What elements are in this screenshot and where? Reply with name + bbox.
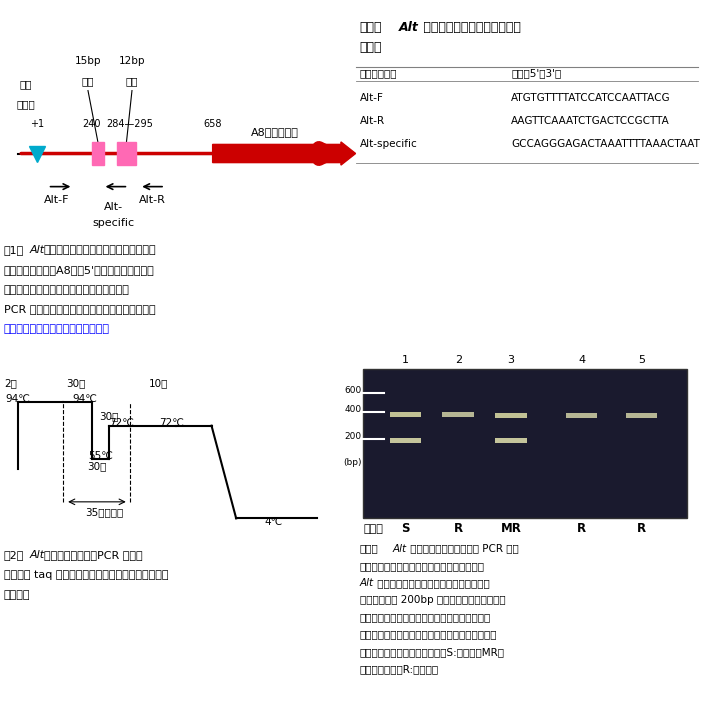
Text: 55℃: 55℃ <box>88 451 113 461</box>
Text: Alt-specific: Alt-specific <box>360 139 417 149</box>
Text: 72℃: 72℃ <box>159 418 183 428</box>
Text: を検出するためのプライマー: を検出するためのプライマー <box>419 21 522 34</box>
Text: 4: 4 <box>578 355 585 365</box>
Text: を持つ罹病性品種のみで得られる増幅産: を持つ罹病性品種のみで得られる増幅産 <box>374 578 490 588</box>
Text: 30秒: 30秒 <box>87 461 106 471</box>
Text: Alt: Alt <box>398 21 418 34</box>
Text: R: R <box>577 522 586 535</box>
Text: 座乗領域中に存在する病害抵抗性遺伝: 座乗領域中に存在する病害抵抗性遺伝 <box>44 245 157 255</box>
Text: 240: 240 <box>82 119 101 129</box>
Text: 284—295: 284—295 <box>106 119 154 129</box>
Text: 94℃: 94℃ <box>72 395 97 405</box>
Text: 3: 3 <box>508 355 515 365</box>
Text: 4℃: 4℃ <box>264 517 283 527</box>
Bar <box>363 369 687 518</box>
Bar <box>566 413 598 418</box>
Text: 30秒: 30秒 <box>99 411 119 421</box>
Text: Alt-: Alt- <box>104 202 123 212</box>
Text: Alt: Alt <box>30 245 44 255</box>
Text: MR: MR <box>501 522 522 535</box>
Text: PCR で多型を検出するためのプライマーを設計: PCR で多型を検出するためのプライマーを設計 <box>4 305 155 315</box>
Text: specific: specific <box>92 218 135 228</box>
Text: 物のバンドが 200bp 付近に認められる。１：: 物のバンドが 200bp 付近に認められる。１： <box>360 595 505 606</box>
Bar <box>389 412 422 417</box>
Bar <box>117 142 135 165</box>
Bar <box>443 412 474 417</box>
Text: Alt-F: Alt-F <box>44 195 70 205</box>
Text: 72℃: 72℃ <box>109 418 134 428</box>
Text: 「スターキングデリシャス」、２：「紅玉」、: 「スターキングデリシャス」、２：「紅玉」、 <box>360 613 491 622</box>
Text: R: R <box>454 522 462 535</box>
Text: 開始点: 開始点 <box>16 99 35 109</box>
Text: 658: 658 <box>203 119 222 129</box>
Text: 図1: 図1 <box>4 245 24 255</box>
Text: 94℃: 94℃ <box>6 395 30 405</box>
Text: 2: 2 <box>455 355 462 365</box>
Bar <box>92 142 104 165</box>
Text: 5: 5 <box>638 355 645 365</box>
Text: (bp): (bp) <box>343 459 362 467</box>
Text: プライマー名: プライマー名 <box>360 68 397 78</box>
Text: 挿入: 挿入 <box>125 76 138 86</box>
Bar <box>389 438 422 443</box>
Text: 図2: 図2 <box>4 550 24 560</box>
Text: 産物のアガロースゲル電気泳動による検出。: 産物のアガロースゲル電気泳動による検出。 <box>360 561 484 571</box>
Text: Alt-R: Alt-R <box>139 195 166 205</box>
Text: GCCAGGGAGACTAAATTTTAAACTAAT: GCCAGGGAGACTAAATTTTAAACTAAT <box>511 139 700 149</box>
Text: 使用する taq 酵素に応じて適宜、条件の改変を行う: 使用する taq 酵素に応じて適宜、条件の改変を行う <box>4 570 168 580</box>
Bar <box>626 413 658 418</box>
Text: 400: 400 <box>344 405 362 415</box>
Text: R: R <box>637 522 646 535</box>
Text: 600: 600 <box>344 385 362 395</box>
FancyArrow shape <box>213 142 355 165</box>
Text: した位置を矢印で模式的に示した。: した位置を矢印で模式的に示した。 <box>4 324 110 334</box>
Text: 表１: 表１ <box>360 21 382 34</box>
Text: 35サイクル: 35サイクル <box>85 507 123 517</box>
Text: 200: 200 <box>344 432 362 441</box>
Text: 転写: 転写 <box>20 79 32 89</box>
Text: 10分: 10分 <box>149 378 168 388</box>
Bar <box>495 438 527 443</box>
Text: 2分: 2分 <box>4 378 17 388</box>
Text: 15bp: 15bp <box>75 56 102 66</box>
Text: AAGTTCAAATCTGACTCCGCTTA: AAGTTCAAATCTGACTCCGCTTA <box>511 116 670 126</box>
Text: と良い。: と良い。 <box>4 590 30 600</box>
Text: 12bp: 12bp <box>118 56 145 66</box>
Text: +1: +1 <box>30 119 44 129</box>
Text: ３：「ゴールデンデリシャス」、４：「国光」、: ３：「ゴールデンデリシャス」、４：「国光」、 <box>360 629 497 639</box>
Text: 配列（5'－3'）: 配列（5'－3'） <box>511 68 561 78</box>
Text: 欠失: 欠失 <box>82 76 94 86</box>
Text: 30秒: 30秒 <box>66 378 85 388</box>
Text: 特有の多型から得られた PCR 増幅: 特有の多型から得られた PCR 増幅 <box>407 544 519 554</box>
Text: セット: セット <box>360 41 382 54</box>
Bar <box>495 413 527 418</box>
Text: Alt: Alt <box>360 578 374 588</box>
Text: 子様の翻訳領域（A8）の5'側非翻訳領域におい: 子様の翻訳領域（A8）の5'側非翻訳領域におい <box>4 265 154 275</box>
Text: ATGTGTTTTATCCATCCAATTACG: ATGTGTTTTATCCATCCAATTACG <box>511 92 670 102</box>
Text: Alt: Alt <box>30 550 45 560</box>
Text: ５：「ウースターペアメン」。S:罹病性、MR：: ５：「ウースターペアメン」。S:罹病性、MR： <box>360 647 505 657</box>
Text: 図３: 図３ <box>360 544 379 554</box>
Text: 中程度抵抗性、R:抵抗性。: 中程度抵抗性、R:抵抗性。 <box>360 664 439 674</box>
Text: S: S <box>401 522 410 535</box>
Text: て、特異的に認められる挿入・欠失多型。: て、特異的に認められる挿入・欠失多型。 <box>4 284 130 294</box>
Text: A8　翻訳領域: A8 翻訳領域 <box>251 127 299 138</box>
Text: Alt: Alt <box>393 544 407 554</box>
Text: Alt-R: Alt-R <box>360 116 385 126</box>
Text: を検出するためのPCR 条件。: を検出するためのPCR 条件。 <box>44 550 142 560</box>
Text: Alt-F: Alt-F <box>360 92 384 102</box>
Text: 1: 1 <box>402 355 409 365</box>
Text: 表現型: 表現型 <box>363 523 383 534</box>
